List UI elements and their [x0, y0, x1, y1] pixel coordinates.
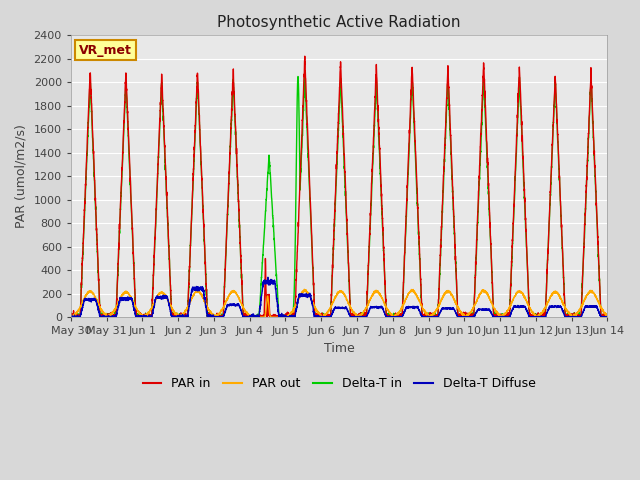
PAR in — [490, 314, 497, 320]
PAR in — [604, 314, 611, 320]
Delta-T in — [67, 312, 75, 318]
PAR out — [460, 312, 467, 317]
Delta-T in — [319, 312, 327, 318]
PAR in — [163, 205, 171, 211]
Delta-T Diffuse — [67, 314, 75, 320]
PAR in — [67, 314, 75, 320]
PAR out — [319, 313, 327, 319]
Line: PAR in: PAR in — [71, 56, 607, 317]
Y-axis label: PAR (umol/m2/s): PAR (umol/m2/s) — [15, 124, 28, 228]
Delta-T Diffuse — [603, 314, 611, 320]
PAR out — [164, 297, 172, 302]
Delta-T Diffuse — [490, 314, 497, 320]
Delta-T Diffuse — [460, 314, 467, 320]
Delta-T in — [490, 314, 498, 320]
PAR in — [603, 314, 611, 320]
PAR in — [430, 314, 438, 320]
Delta-T in — [301, 73, 308, 79]
PAR in — [319, 314, 327, 320]
Delta-T in — [430, 314, 438, 320]
PAR out — [490, 305, 498, 311]
Delta-T Diffuse — [430, 314, 438, 320]
Line: Delta-T in: Delta-T in — [71, 76, 607, 317]
PAR in — [460, 312, 467, 318]
PAR in — [301, 53, 308, 59]
Title: Photosynthetic Active Radiation: Photosynthetic Active Radiation — [218, 15, 461, 30]
Delta-T Diffuse — [264, 275, 272, 280]
Delta-T Diffuse — [604, 314, 611, 320]
Text: VR_met: VR_met — [79, 44, 132, 57]
PAR out — [604, 314, 611, 320]
PAR out — [67, 313, 75, 319]
Delta-T Diffuse — [163, 294, 171, 300]
Legend: PAR in, PAR out, Delta-T in, Delta-T Diffuse: PAR in, PAR out, Delta-T in, Delta-T Dif… — [138, 372, 541, 396]
Delta-T in — [603, 313, 611, 319]
PAR out — [430, 311, 438, 317]
PAR out — [68, 314, 76, 320]
Line: PAR out: PAR out — [71, 289, 607, 317]
PAR out — [300, 287, 308, 292]
Delta-T in — [460, 314, 467, 320]
PAR out — [603, 312, 611, 317]
Delta-T in — [604, 314, 611, 320]
Delta-T Diffuse — [319, 314, 327, 320]
Line: Delta-T Diffuse: Delta-T Diffuse — [71, 277, 607, 317]
Delta-T in — [164, 210, 172, 216]
X-axis label: Time: Time — [324, 342, 355, 355]
Delta-T in — [67, 314, 75, 320]
